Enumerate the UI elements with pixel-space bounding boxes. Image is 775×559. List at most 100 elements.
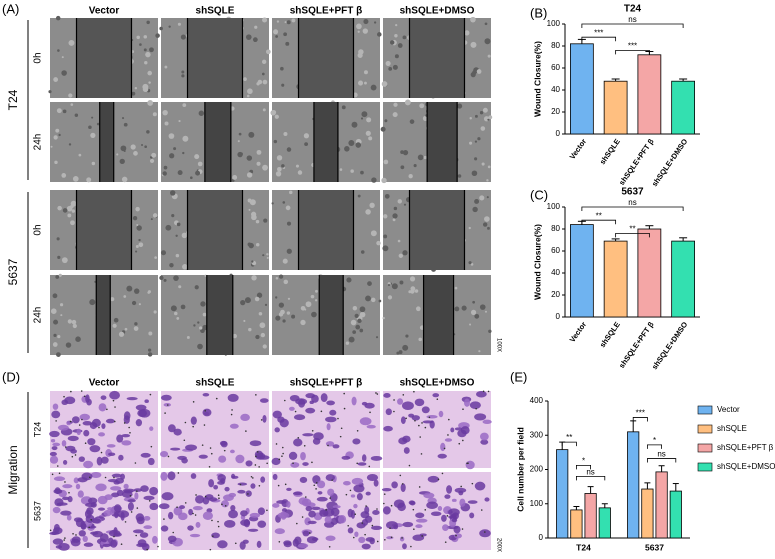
cell-texture (89, 299, 96, 306)
cell-texture (148, 81, 151, 84)
cell-texture (471, 170, 478, 177)
pore (113, 535, 115, 538)
cell-texture (254, 296, 260, 302)
y-tick-label: 0 (539, 533, 544, 542)
cell-texture (131, 91, 136, 96)
cell-texture (484, 22, 488, 26)
cell (354, 531, 359, 538)
cell (382, 506, 391, 515)
cell (479, 432, 489, 441)
pore (78, 424, 81, 426)
cell (299, 476, 308, 483)
cell-texture (479, 195, 485, 201)
cell (274, 528, 285, 535)
sig-label: ** (629, 225, 635, 234)
x-tick-label: 5637 (645, 542, 664, 552)
cell-texture (182, 135, 189, 142)
column-header: shSQLE (196, 378, 235, 389)
pore (212, 535, 214, 537)
pore (234, 542, 237, 545)
cell-texture (474, 198, 480, 204)
cell-texture (53, 333, 57, 338)
pore (466, 462, 468, 465)
cell (347, 508, 353, 518)
scratch-image (270, 100, 380, 183)
pore (408, 464, 411, 467)
cell-texture (396, 351, 400, 355)
cell-texture (237, 140, 240, 143)
cell (293, 414, 306, 421)
cell-texture (86, 177, 92, 183)
pore (256, 451, 259, 453)
pore (376, 393, 379, 395)
cell-texture (282, 258, 288, 264)
cell-texture (248, 131, 255, 138)
cell-texture (478, 350, 481, 353)
cell-texture (52, 342, 58, 347)
cell-texture (474, 140, 478, 143)
cell-texture (286, 147, 292, 152)
cell-texture (360, 117, 364, 120)
cell (114, 504, 122, 513)
cell-texture (262, 254, 265, 257)
cell (325, 474, 335, 481)
cell (78, 456, 85, 462)
cell (316, 480, 326, 489)
cell-texture (397, 239, 401, 243)
cell-texture (162, 109, 168, 116)
cell (361, 401, 368, 406)
cell-texture (138, 242, 144, 248)
cell-texture (383, 159, 389, 165)
cell-texture (361, 111, 368, 118)
cell (152, 535, 158, 544)
cell (75, 518, 84, 528)
cell (198, 454, 208, 459)
cell-texture (255, 242, 260, 247)
cell (213, 484, 219, 490)
cell-texture (300, 305, 306, 311)
cell-texture (143, 35, 148, 39)
cell (195, 521, 201, 528)
wound-gap (76, 190, 132, 270)
cell-texture (61, 70, 67, 76)
cell (451, 518, 458, 523)
cell-texture (118, 331, 125, 337)
cell (224, 520, 236, 528)
cell-texture (481, 162, 485, 166)
cell-texture (413, 164, 417, 168)
pore (305, 496, 307, 498)
cell (357, 462, 367, 466)
pore (446, 515, 449, 517)
pore (210, 452, 213, 455)
cell (256, 540, 262, 548)
cell (54, 487, 61, 495)
cell-texture (149, 47, 154, 53)
bar (671, 240, 696, 318)
cell-texture (58, 273, 62, 277)
cell (49, 531, 60, 535)
cell (311, 394, 319, 403)
cell-texture (470, 72, 476, 78)
cell-texture (199, 326, 203, 330)
bar (556, 449, 569, 539)
cell-texture (238, 132, 242, 136)
cell-texture (273, 29, 279, 35)
cell (106, 444, 116, 448)
pore (401, 483, 404, 485)
cell-texture (58, 133, 61, 137)
cell (351, 477, 364, 485)
cell (358, 536, 366, 544)
cell-texture (357, 194, 361, 198)
cell-texture (123, 295, 127, 298)
cell (76, 428, 81, 436)
pore (421, 535, 424, 537)
cell (211, 532, 220, 539)
cell (96, 456, 103, 466)
cell (91, 418, 101, 428)
cell (50, 439, 56, 443)
cell-texture (57, 334, 61, 339)
cell (58, 543, 70, 551)
cell-texture (181, 232, 188, 239)
cell-texture (470, 16, 476, 23)
cell (235, 454, 245, 464)
